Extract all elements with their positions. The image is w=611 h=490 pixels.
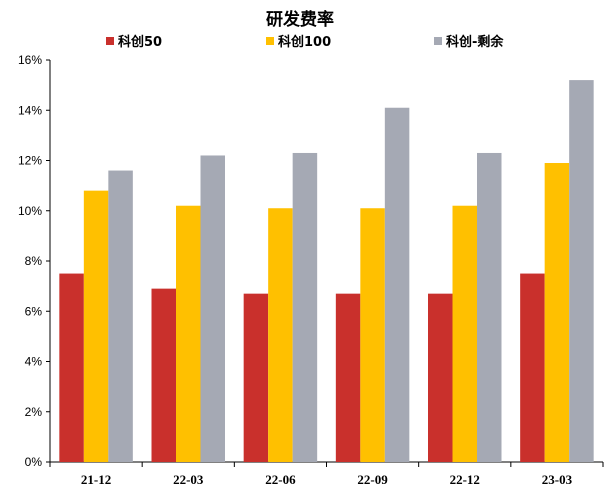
bar-22-03-0 (151, 288, 176, 462)
legend: 科创50 科创100 科创-剩余 (106, 34, 504, 50)
legend-swatch-1 (266, 37, 274, 45)
y-tick-label: 10% (18, 204, 42, 218)
bar-22-09-0 (335, 293, 361, 462)
bar-22-06-2 (292, 152, 318, 462)
x-tick-label: 22-03 (173, 472, 204, 487)
bar-22-03-1 (176, 205, 201, 462)
bar-22-12-1 (452, 205, 477, 462)
bars (59, 80, 594, 463)
bar-22-06-1 (268, 208, 293, 462)
bar-21-12-0 (59, 273, 84, 462)
bar-22-12-2 (477, 152, 502, 462)
axes: 0% 2% 4% 6% 8% 10% 12% 14% 16% 21-12 22-03 22-06 22-… (18, 53, 604, 487)
bar-23-03-0 (520, 273, 545, 462)
chart-title: 研发费率 (266, 9, 334, 30)
x-tick-label: 22-12 (450, 472, 480, 487)
bar-21-12-2 (108, 170, 133, 463)
bar-22-09-1 (360, 208, 385, 462)
legend-label-0: 科创50 (118, 34, 162, 50)
bar-22-06-0 (243, 293, 269, 462)
y-tick-label: 14% (18, 103, 42, 117)
y-tick-label: 16% (18, 53, 42, 67)
y-tick-label: 12% (18, 154, 42, 168)
legend-label-1: 科创100 (278, 34, 331, 50)
legend-swatch-2 (434, 37, 442, 45)
bar-23-03-1 (544, 163, 570, 462)
bar-21-12-1 (83, 190, 109, 462)
bar-22-09-2 (384, 107, 410, 463)
bar-22-12-0 (428, 293, 453, 462)
y-tick-label: 2% (25, 405, 43, 419)
x-tick-label: 23-03 (542, 472, 573, 487)
y-tick-label: 6% (25, 304, 43, 318)
legend-label-2: 科创-剩余 (446, 34, 504, 50)
x-tick-label: 22-09 (357, 472, 388, 487)
y-tick-label: 0% (25, 455, 43, 469)
x-tick-label: 21-12 (81, 472, 111, 487)
x-tick-label: 22-06 (265, 472, 296, 487)
y-tick-label: 4% (25, 355, 43, 369)
y-tick-label: 8% (25, 254, 43, 268)
bar-23-03-2 (569, 80, 594, 462)
legend-swatch-0 (106, 37, 114, 45)
bar-22-03-2 (200, 155, 225, 462)
